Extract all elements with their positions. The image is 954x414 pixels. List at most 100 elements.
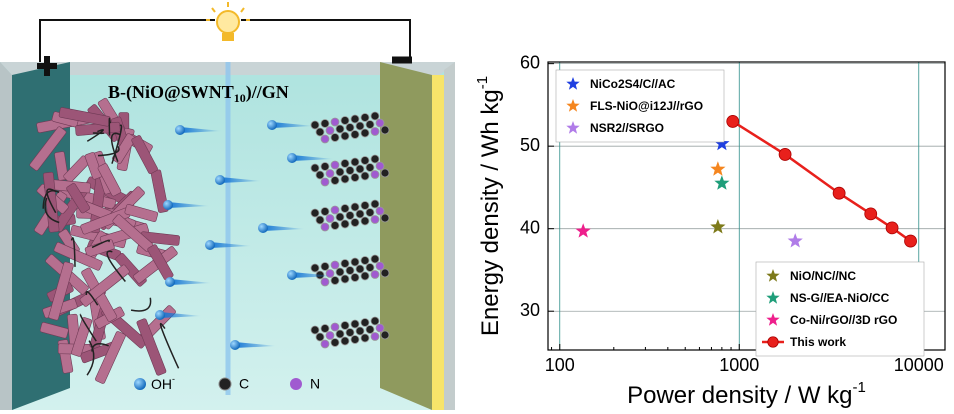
label-sup: -1 — [474, 76, 491, 89]
carbon-atom — [330, 338, 340, 347]
carbon-atom — [360, 256, 370, 265]
carbon-atom — [340, 274, 350, 284]
carbon-atom — [360, 113, 370, 122]
graphene-sheets — [310, 111, 390, 349]
legend-label: NiO/NC//NC — [790, 269, 856, 283]
carbon-atom — [330, 260, 340, 270]
point — [726, 115, 740, 128]
legend-box — [555, 69, 725, 143]
nanorod — [53, 242, 103, 271]
carbon-atom — [320, 207, 330, 216]
legend-marker — [767, 336, 779, 348]
carbon-atom — [330, 322, 340, 332]
carbon-atom — [370, 170, 380, 179]
carbon-atom — [320, 339, 330, 349]
carbon-atom — [345, 211, 355, 220]
carbon-atom — [350, 218, 360, 227]
nanotube — [97, 145, 120, 157]
nanotube — [42, 189, 60, 209]
carbon-atom — [320, 222, 330, 232]
ion — [267, 120, 277, 130]
nanotube — [106, 250, 126, 282]
legend-label: NiCo2S4/C//AC — [590, 77, 676, 91]
carbon-atom — [375, 161, 385, 171]
ragone-plot: 30 40 50 60 100 1000 10000 Power density / W kg… — [474, 52, 946, 409]
x-tick-label: 10000 — [894, 355, 944, 375]
ion-tail — [170, 279, 212, 285]
carbon-atom — [355, 121, 365, 131]
carbon-atom — [350, 173, 360, 182]
point — [714, 175, 730, 190]
point — [885, 221, 899, 235]
carbon-atom — [310, 208, 320, 218]
ion — [230, 340, 240, 350]
carbon-atom — [380, 125, 390, 135]
carbon-atom — [330, 176, 340, 185]
point — [787, 233, 803, 248]
cell-side — [444, 62, 455, 410]
carbon-atom — [315, 215, 325, 225]
carbon-atom — [375, 261, 385, 271]
x-tick-label: 100 — [545, 355, 575, 375]
carbon-atom — [320, 162, 330, 171]
carbon-atom — [370, 127, 380, 136]
carbon-atom — [380, 268, 390, 278]
ion — [175, 125, 185, 135]
ion — [163, 200, 173, 210]
carbon-atom — [340, 259, 350, 268]
legend-marker — [766, 291, 780, 304]
carbon-atom — [320, 177, 330, 187]
nanorod — [131, 135, 158, 175]
carbon-atom — [330, 276, 340, 285]
ion-tail — [292, 272, 334, 278]
point — [832, 186, 846, 200]
carbon-atom — [310, 163, 320, 173]
ion-tail — [272, 122, 314, 128]
carbon-atom — [320, 277, 330, 287]
y-tick-label: 50 — [520, 135, 540, 155]
ion-tail — [180, 127, 222, 133]
point — [710, 161, 726, 176]
legend-label: NSR2//SRGO — [590, 121, 664, 135]
carbon-atom — [330, 117, 340, 127]
legend-label: NS-G//EA-NiO/CC — [790, 291, 890, 305]
carbon-atom — [360, 216, 370, 226]
y-tick-label: 60 — [520, 52, 540, 72]
cell-side — [0, 62, 12, 410]
nanorod — [95, 331, 126, 384]
carbon-atom — [370, 154, 380, 164]
carbon-atom — [310, 325, 320, 335]
label-part: B-(NiO@SWNT — [108, 82, 234, 103]
carbon-atom — [315, 332, 325, 342]
carbon-atom — [355, 264, 365, 274]
nanorod — [48, 261, 74, 321]
ion — [205, 240, 215, 250]
point — [714, 135, 730, 151]
carbon-atom — [315, 170, 325, 180]
carbon-atom — [335, 124, 345, 134]
carbon-atom — [350, 257, 360, 267]
carbon-atom — [350, 335, 360, 344]
nanorod — [66, 183, 91, 214]
nanotube — [79, 313, 97, 342]
carbon-atom — [330, 133, 340, 142]
carbon-atom — [360, 271, 370, 281]
carbon-atom — [350, 130, 360, 139]
point — [778, 148, 792, 161]
carbon-atom — [365, 208, 375, 217]
carbon-atom — [325, 169, 335, 178]
plus-sign — [37, 56, 57, 76]
label-text: Power density / W kg — [627, 382, 852, 409]
ion-tail — [220, 177, 262, 183]
carbon-atom — [320, 262, 330, 271]
wire — [39, 19, 411, 62]
legend-text: OH — [151, 376, 172, 392]
legend-sup: - — [172, 374, 175, 384]
ion — [287, 270, 297, 280]
carbon-atom — [370, 215, 380, 224]
anode — [12, 62, 70, 410]
carbon-atom — [370, 316, 380, 326]
nanotube — [111, 124, 123, 164]
carbon-atom — [370, 332, 380, 341]
